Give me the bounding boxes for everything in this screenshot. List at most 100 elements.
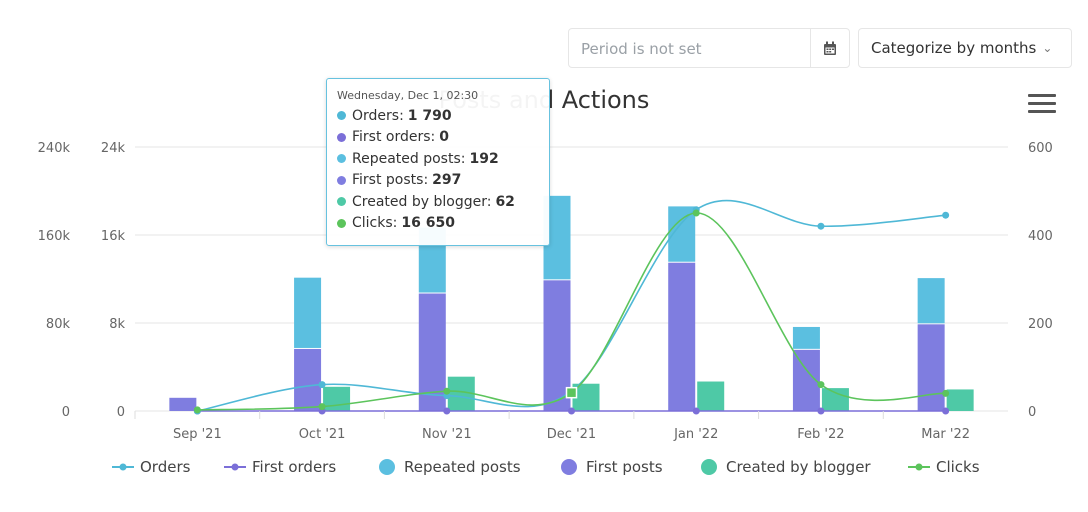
x-tick-label: Nov '21	[422, 427, 472, 442]
bar-first-posts	[169, 397, 197, 411]
bar-first-posts	[917, 324, 945, 411]
legend-symbol-first-posts	[561, 459, 577, 475]
tooltip-label: Repeated posts:	[352, 150, 466, 167]
line-clicks	[197, 212, 946, 411]
tooltip-row: Orders: 1 790	[337, 105, 539, 127]
y-tick-right: 600	[1028, 141, 1053, 156]
chevron-down-icon: ⌄	[1042, 41, 1053, 55]
legend-marker-clicks	[915, 463, 923, 471]
tooltip-label: Orders:	[352, 107, 404, 124]
tooltip-dot-icon	[337, 154, 346, 164]
point-clicks	[318, 403, 326, 411]
tooltip-label: Created by blogger:	[352, 193, 492, 210]
x-tick-label: Sep '21	[173, 427, 222, 442]
tooltip-row: First orders: 0	[337, 127, 539, 149]
tooltip-dot-icon	[337, 197, 346, 207]
bar-created-by-blogger	[821, 388, 849, 411]
tooltip-row: Created by blogger: 62	[337, 191, 539, 213]
period-input[interactable]: Period is not set	[568, 28, 850, 68]
y-tick-left-outer: 160k	[38, 229, 71, 244]
y-tick-right: 200	[1028, 317, 1053, 332]
tooltip-value: 1 790	[407, 107, 452, 124]
tooltip-value: 297	[432, 172, 462, 189]
point-orders	[193, 407, 201, 415]
bar-created-by-blogger	[697, 381, 725, 411]
categorize-select[interactable]: Categorize by months ⌄	[858, 28, 1072, 68]
tooltip-row: Clicks: 16 650	[337, 213, 539, 235]
bar-created-by-blogger	[946, 389, 974, 411]
bar-created-by-blogger	[572, 383, 600, 411]
legend-symbol-created-by-blogger	[701, 459, 717, 475]
point-clicks	[942, 389, 950, 397]
bar-created-by-blogger	[447, 376, 475, 411]
bar-first-posts	[792, 349, 820, 411]
y-tick-right: 400	[1028, 229, 1053, 244]
y-tick-left-inner: 16k	[101, 229, 126, 244]
point-clicks	[568, 389, 575, 397]
point-first-orders	[817, 407, 825, 415]
line-orders	[197, 199, 946, 412]
legend-label: Orders	[140, 458, 191, 476]
point-orders	[942, 211, 950, 219]
x-tick-label: Dec '21	[547, 427, 596, 442]
tooltip-label: Clicks:	[352, 215, 398, 232]
legend-label: Repeated posts	[404, 458, 521, 476]
point-orders	[318, 381, 326, 389]
bar-first-posts	[543, 280, 571, 411]
chart-menu-icon[interactable]	[1028, 94, 1056, 116]
tooltip-dot-icon	[337, 111, 346, 121]
point-first-orders	[942, 407, 950, 415]
x-tick-label: Feb '22	[797, 427, 844, 442]
bar-repeated-posts	[294, 277, 322, 348]
tooltip-value: 62	[495, 193, 515, 210]
tooltip-dot-icon	[337, 132, 346, 142]
y-tick-right: 0	[1028, 405, 1036, 420]
bar-first-posts	[418, 293, 446, 411]
point-orders	[568, 387, 575, 395]
bar-repeated-posts	[792, 326, 820, 349]
tooltip-row: Repeated posts: 192	[337, 148, 539, 170]
chart-tooltip: Wednesday, Dec 1, 02:30 Orders: 1 790 Firs…	[326, 78, 550, 246]
tooltip-dot-icon	[337, 218, 346, 228]
tooltip-value: 192	[469, 150, 499, 167]
point-first-orders	[193, 407, 201, 415]
tooltip-value: 16 650	[401, 215, 455, 232]
bar-first-posts	[668, 262, 696, 411]
x-tick-label: Jan '22	[673, 427, 718, 442]
tooltip-label: First posts:	[352, 172, 429, 189]
y-tick-left-outer: 240k	[38, 141, 71, 156]
point-orders	[817, 222, 825, 230]
hover-marker	[565, 386, 578, 399]
legend-label: Clicks	[936, 458, 980, 476]
bar-created-by-blogger	[323, 386, 351, 411]
bar-repeated-posts	[917, 278, 945, 324]
point-first-orders	[568, 407, 575, 415]
tooltip-value: 0	[439, 129, 450, 146]
point-first-orders	[318, 407, 326, 415]
tooltip-row: First posts: 297	[337, 170, 539, 192]
legend-marker-first-orders	[231, 463, 239, 471]
y-tick-left-inner: 0	[117, 405, 125, 420]
chart-toolbar: Period is not set Categorize by months ⌄	[568, 28, 1072, 68]
tooltip-header: Wednesday, Dec 1, 02:30	[337, 89, 479, 102]
categorize-label: Categorize by months	[871, 39, 1037, 57]
y-tick-left-inner: 24k	[101, 141, 126, 156]
point-clicks	[692, 209, 700, 217]
point-first-orders	[692, 407, 700, 415]
point-clicks	[193, 406, 201, 414]
point-orders	[692, 206, 700, 214]
legend-label: First posts	[586, 458, 663, 476]
tooltip-label: First orders:	[352, 129, 436, 146]
legend-symbol-repeated-posts	[379, 459, 395, 475]
x-tick-label: Mar '22	[921, 427, 970, 442]
y-tick-left-outer: 80k	[46, 317, 71, 332]
point-orders	[443, 392, 451, 400]
y-tick-left-inner: 8k	[109, 317, 125, 332]
y-tick-left-outer: 0	[62, 405, 70, 420]
bar-first-posts	[294, 348, 322, 411]
point-clicks	[817, 381, 825, 389]
point-first-orders	[443, 407, 451, 415]
calendar-icon[interactable]	[810, 29, 849, 67]
bar-repeated-posts	[668, 206, 696, 262]
